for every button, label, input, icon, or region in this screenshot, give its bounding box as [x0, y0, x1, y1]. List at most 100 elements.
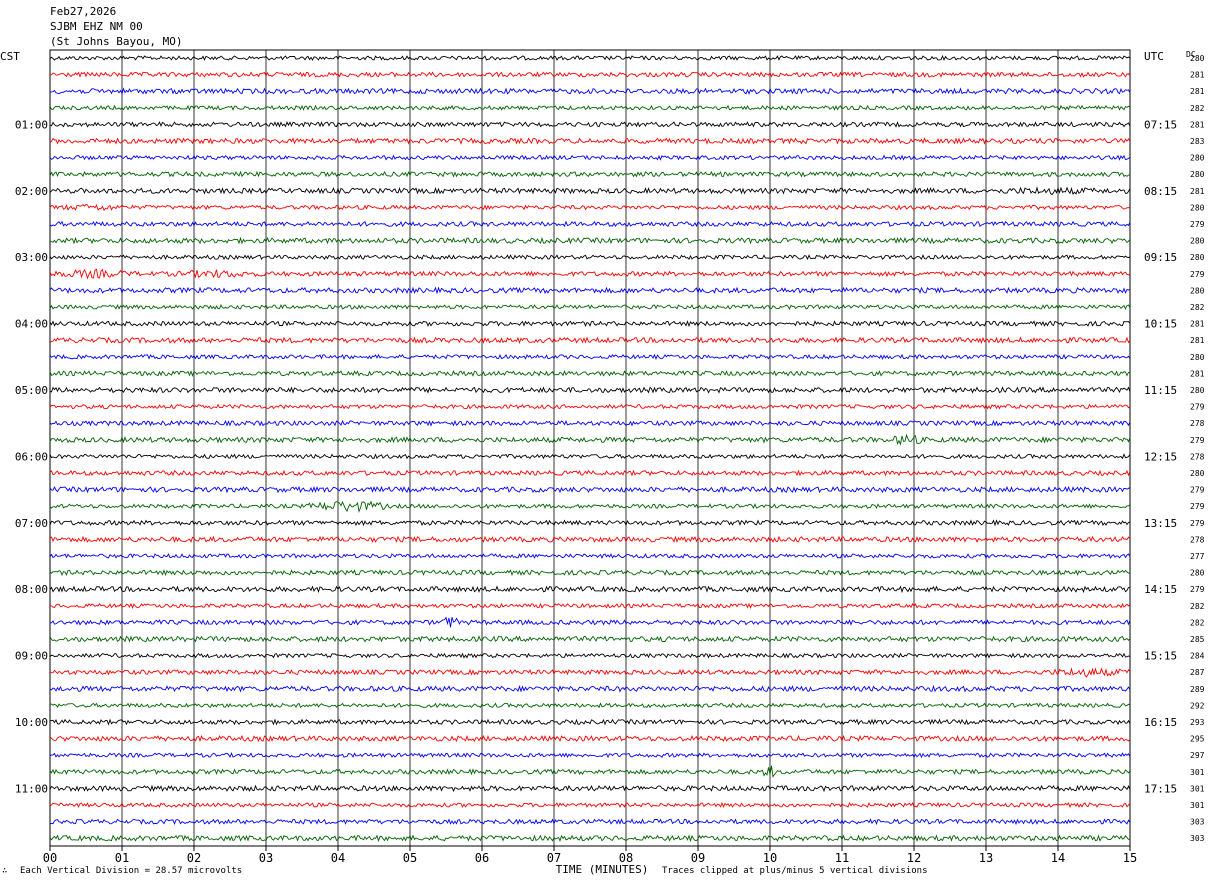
dc-offset-label: 284 [1190, 652, 1205, 661]
left-timezone-label: CST [0, 50, 20, 63]
seismic-trace [49, 702, 1131, 709]
dc-offset-label: 277 [1190, 552, 1205, 561]
seismic-trace [49, 121, 1131, 128]
left-hour-label: 07:00 [15, 517, 48, 530]
seismic-trace [49, 87, 1131, 95]
right-hour-label: 13:15 [1144, 517, 1177, 530]
seismic-trace [49, 403, 1131, 410]
seismic-trace [49, 186, 1131, 196]
dc-offset-label: 279 [1190, 486, 1205, 495]
dc-offset-label: 303 [1190, 834, 1205, 843]
left-hour-label: 09:00 [15, 650, 48, 663]
seismic-trace [49, 684, 1131, 693]
right-hour-label: 16:15 [1144, 716, 1177, 729]
left-hour-label: 06:00 [15, 450, 48, 463]
seismic-trace [49, 268, 1131, 280]
x-tick-label: 13 [979, 851, 993, 865]
dc-offset-label: 285 [1190, 635, 1205, 644]
dc-offset-label: 292 [1190, 701, 1205, 710]
left-hour-label: 11:00 [15, 782, 48, 795]
seismic-trace [49, 336, 1131, 345]
location-label: (St Johns Bayou, MO) [50, 35, 183, 48]
seismic-trace [49, 154, 1131, 161]
station-label: SJBM EHZ NM 00 [50, 20, 143, 33]
left-hour-label: 04:00 [15, 318, 48, 331]
left-hour-label: 08:00 [15, 583, 48, 596]
dc-offset-label: 278 [1190, 535, 1205, 544]
dc-offset-label: 278 [1190, 452, 1205, 461]
dc-offset-label: 293 [1190, 718, 1205, 727]
seismic-trace [49, 519, 1131, 527]
seismic-trace [49, 500, 1131, 513]
seismic-trace [49, 818, 1131, 826]
seismic-trace [49, 236, 1131, 245]
right-hour-label: 11:15 [1144, 384, 1177, 397]
seismic-trace [49, 386, 1131, 394]
seismic-trace [49, 535, 1131, 544]
dc-offset-label: 301 [1190, 784, 1205, 793]
seismic-trace [49, 485, 1131, 494]
dc-offset-label: 280 [1190, 203, 1205, 212]
dc-offset-label: 278 [1190, 419, 1205, 428]
right-timezone-label: UTC [1144, 50, 1164, 63]
dc-offset-label: 280 [1190, 469, 1205, 478]
x-tick-label: 07 [547, 851, 561, 865]
dc-offset-label: 279 [1190, 585, 1205, 594]
x-tick-label: 10 [763, 851, 777, 865]
seismic-trace [49, 752, 1131, 759]
seismic-trace [49, 203, 1131, 211]
seismic-trace [49, 616, 1131, 628]
dc-offset-label: 280 [1190, 286, 1205, 295]
dc-offset-label: 279 [1190, 519, 1205, 528]
seismic-trace [49, 433, 1131, 446]
dc-offset-label: 282 [1190, 303, 1205, 312]
x-tick-label: 03 [259, 851, 273, 865]
dc-offset-label: 281 [1190, 320, 1205, 329]
x-tick-label: 09 [691, 851, 705, 865]
scale-note: Each Vertical Division = 28.57 microvolt… [20, 866, 243, 876]
x-tick-label: 04 [331, 851, 345, 865]
left-hour-label: 10:00 [15, 716, 48, 729]
x-tick-label: 01 [115, 851, 129, 865]
dc-offset-label: 280 [1190, 353, 1205, 362]
dc-offset-label: 281 [1190, 71, 1205, 80]
x-tick-label: 08 [619, 851, 633, 865]
x-tick-label: 14 [1051, 851, 1065, 865]
dc-offset-label: 303 [1190, 818, 1205, 827]
right-hour-label: 17:15 [1144, 782, 1177, 795]
dc-offset-label: 279 [1190, 436, 1205, 445]
dc-offset-label: 280 [1190, 253, 1205, 262]
seismic-trace [49, 54, 1131, 61]
dc-offset-label: 282 [1190, 602, 1205, 611]
dc-offset-label: 297 [1190, 751, 1205, 760]
left-hour-label: 01:00 [15, 118, 48, 131]
x-tick-label: 02 [187, 851, 201, 865]
dc-offset-label: 279 [1190, 502, 1205, 511]
left-hour-label: 02:00 [15, 185, 48, 198]
x-tick-label: 00 [43, 851, 57, 865]
seismic-trace [49, 553, 1131, 560]
seismic-trace [49, 303, 1131, 311]
seismic-trace [49, 254, 1131, 261]
dc-offset-label: 289 [1190, 685, 1205, 694]
dc-offset-label: 280 [1190, 170, 1205, 179]
seismic-trace [49, 765, 1131, 778]
x-tick-label: 05 [403, 851, 417, 865]
dc-offset-label: 301 [1190, 768, 1205, 777]
dc-offset-label: 281 [1190, 336, 1205, 345]
seismic-trace [49, 137, 1131, 145]
dc-offset-label: 280 [1190, 154, 1205, 163]
seismic-trace [49, 652, 1131, 659]
dc-offset-label: 283 [1190, 137, 1205, 146]
seismic-trace [49, 370, 1131, 377]
x-axis-title: TIME (MINUTES) [556, 863, 649, 876]
seismic-trace [49, 469, 1131, 477]
seismic-trace [49, 569, 1131, 577]
left-hour-label: 05:00 [15, 384, 48, 397]
dc-offset-label: 281 [1190, 87, 1205, 96]
clip-note: Traces clipped at plus/minus 5 vertical … [662, 866, 928, 876]
seismic-trace [49, 667, 1131, 678]
dc-offset-label: 295 [1190, 735, 1205, 744]
dc-offset-label: 287 [1190, 668, 1205, 677]
